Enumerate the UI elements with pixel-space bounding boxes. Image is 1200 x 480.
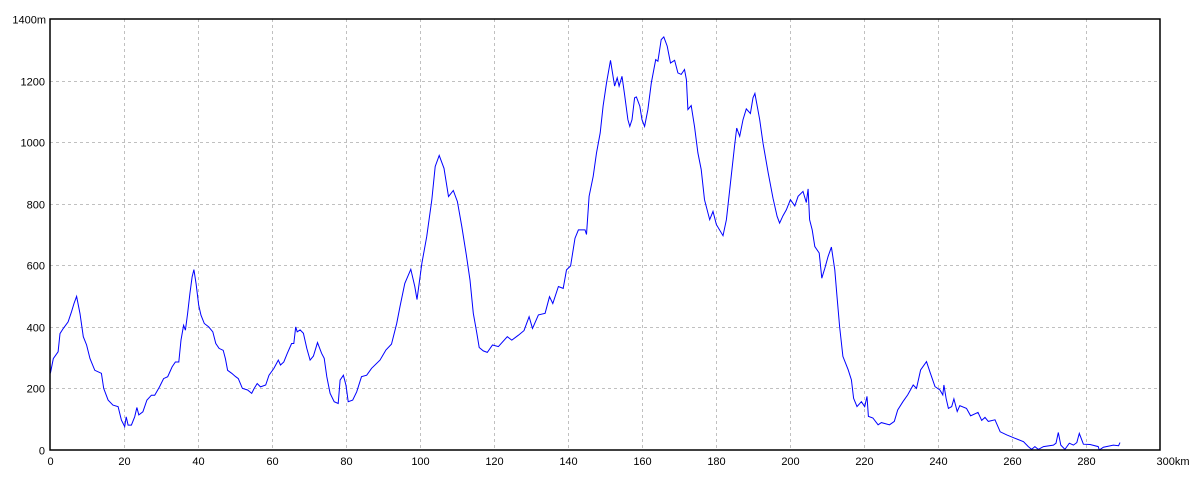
- x-tick-label: 260: [1003, 456, 1021, 468]
- x-tick-label: 40: [192, 456, 204, 468]
- y-tick-label: 1200: [21, 77, 45, 89]
- x-tick-label: 140: [559, 456, 577, 468]
- y-tick-label: 800: [27, 200, 45, 212]
- y-tick-label: 1000: [21, 138, 45, 150]
- x-tick-label: 180: [707, 456, 725, 468]
- plot-frame: [49, 18, 1161, 451]
- x-tick-label: 100: [411, 456, 429, 468]
- y-tick-label: 600: [27, 261, 45, 273]
- y-tick-label: 1400m: [12, 15, 46, 27]
- x-tick-label: 220: [855, 456, 873, 468]
- y-tick-label: 0: [39, 446, 45, 458]
- y-tick-label: 200: [27, 384, 45, 396]
- x-tick-label: 160: [633, 456, 651, 468]
- x-tick-label: 300km: [1157, 456, 1190, 468]
- x-axis-tick-labels: 0 20 40 60 80 100 120 140 160 180 200 220 240 260 280 3…: [47, 456, 1189, 468]
- x-tick-label: 60: [266, 456, 278, 468]
- x-tick-label: 80: [340, 456, 352, 468]
- x-tick-label: 200: [781, 456, 799, 468]
- grid-lines: [50, 19, 1160, 450]
- y-tick-label: 400: [27, 323, 45, 335]
- x-tick-label: 0: [47, 456, 53, 468]
- x-tick-label: 20: [118, 456, 130, 468]
- x-tick-label: 120: [485, 456, 503, 468]
- elevation-line: [49, 35, 1121, 451]
- x-tick-label: 280: [1077, 456, 1095, 468]
- y-axis-tick-labels: 0 200 400 600 800 1000 1200 1400m: [12, 15, 46, 458]
- x-tick-label: 240: [929, 456, 947, 468]
